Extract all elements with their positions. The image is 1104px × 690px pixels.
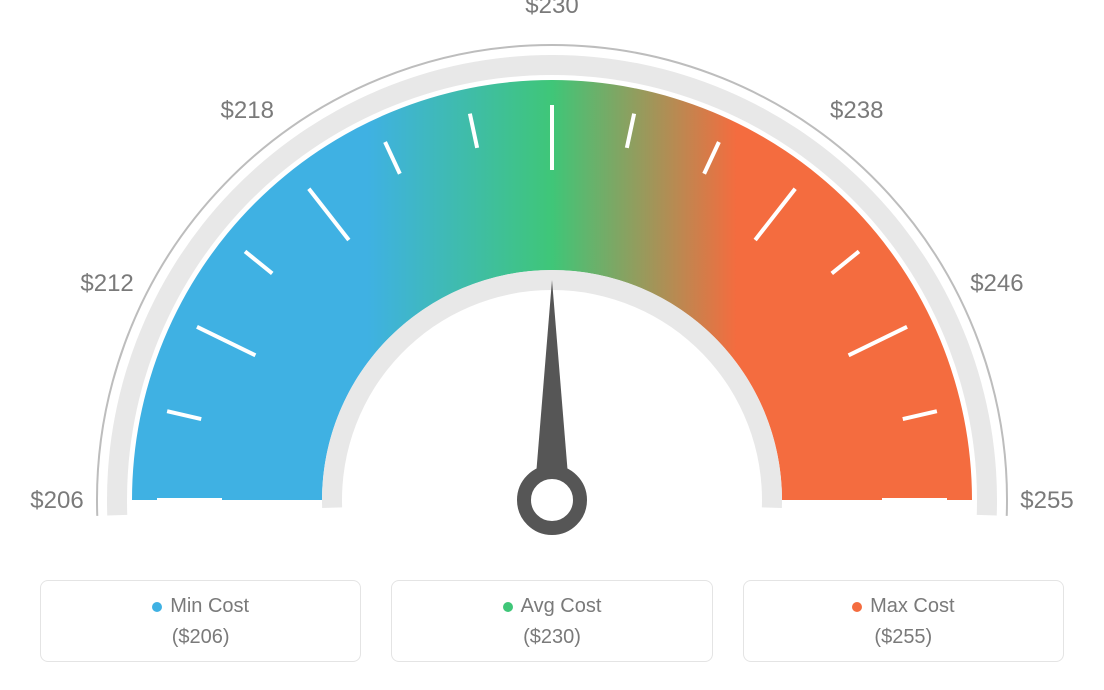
svg-text:$206: $206 — [30, 487, 83, 514]
cost-gauge: $206 $212 $218 $230 $238 $246 $255 — [0, 0, 1104, 560]
svg-text:$218: $218 — [221, 97, 274, 124]
legend-card-min: Min Cost ($206) — [40, 580, 361, 662]
svg-text:$255: $255 — [1020, 487, 1073, 514]
legend-row: Min Cost ($206) Avg Cost ($230) Max Cost… — [40, 580, 1064, 662]
legend-max-label: Max Cost — [870, 595, 954, 618]
dot-icon — [152, 602, 162, 612]
svg-text:$212: $212 — [80, 270, 133, 297]
dot-icon — [503, 602, 513, 612]
gauge-svg: $206 $212 $218 $230 $238 $246 $255 — [0, 0, 1104, 560]
legend-card-avg: Avg Cost ($230) — [391, 580, 712, 662]
legend-min-label: Min Cost — [170, 595, 249, 618]
svg-text:$238: $238 — [830, 97, 883, 124]
legend-avg-value: ($230) — [402, 626, 701, 649]
legend-avg-label: Avg Cost — [521, 595, 602, 618]
svg-text:$246: $246 — [970, 270, 1023, 297]
svg-text:$230: $230 — [525, 0, 578, 19]
legend-max-value: ($255) — [754, 626, 1053, 649]
dot-icon — [852, 602, 862, 612]
legend-min-value: ($206) — [51, 626, 350, 649]
legend-card-max: Max Cost ($255) — [743, 580, 1064, 662]
